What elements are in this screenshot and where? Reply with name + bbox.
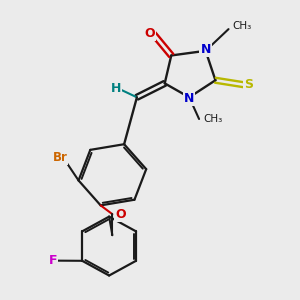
Text: CH₃: CH₃: [232, 21, 252, 31]
Text: N: N: [200, 43, 211, 56]
Text: O: O: [115, 208, 126, 221]
Text: N: N: [184, 92, 194, 105]
Text: Br: Br: [52, 151, 68, 164]
Text: H: H: [110, 82, 121, 94]
Text: O: O: [145, 27, 155, 40]
Text: S: S: [244, 78, 253, 92]
Text: F: F: [49, 254, 57, 267]
Text: CH₃: CH₃: [203, 114, 222, 124]
